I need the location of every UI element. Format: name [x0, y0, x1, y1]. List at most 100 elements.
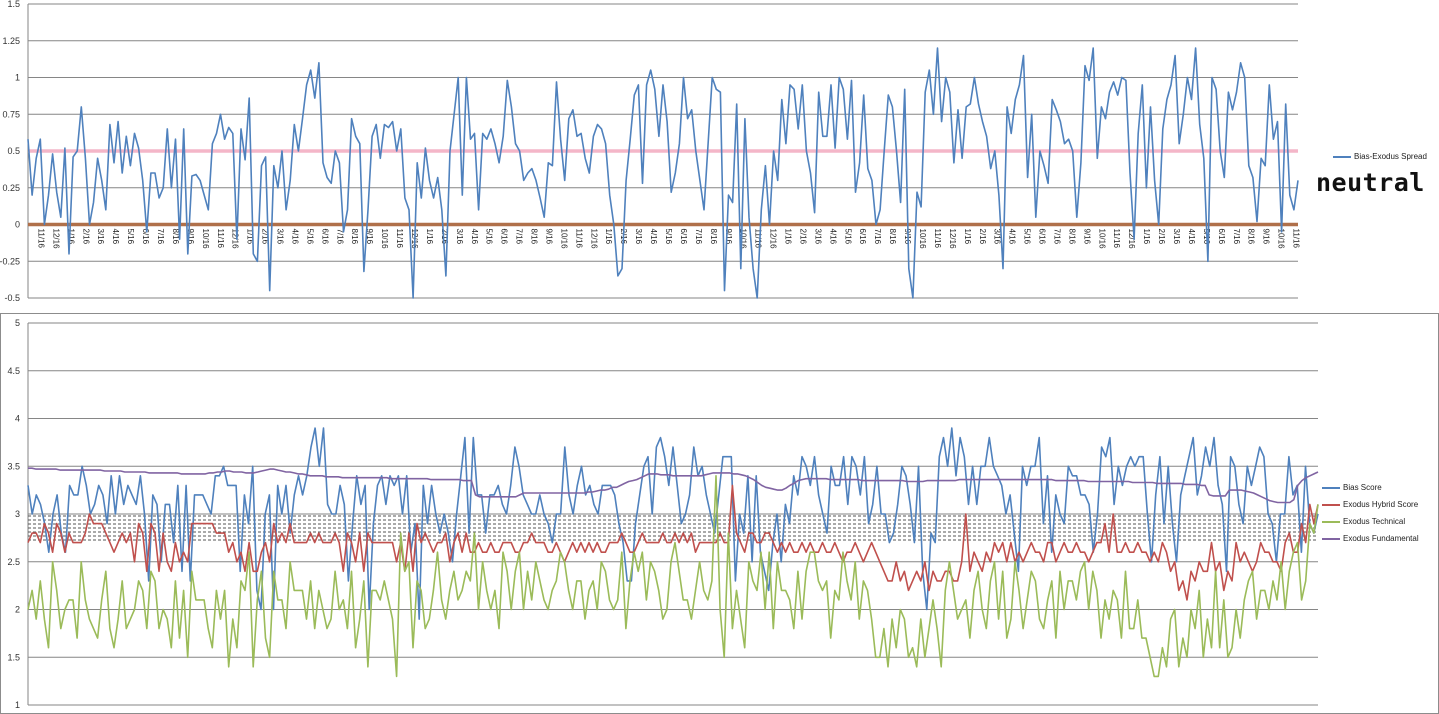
- legend-label-technical: Exodus Technical: [1343, 517, 1406, 526]
- x-tick-label: 6/16: [858, 229, 867, 245]
- x-tick-label: 11/16: [933, 229, 942, 249]
- x-tick-label: 10/16: [380, 229, 389, 250]
- x-tick-label: 2/16: [798, 229, 807, 245]
- legend-swatch-technical: [1322, 520, 1340, 523]
- x-tick-label: 4/16: [111, 229, 120, 245]
- x-tick-label: 5/16: [1023, 229, 1032, 245]
- x-tick-label: 7/16: [694, 229, 703, 245]
- x-tick-label: 12/16: [51, 229, 60, 250]
- x-tick-label: 12/16: [1127, 229, 1136, 250]
- series-line-exodus-fundamental: [28, 467, 1319, 504]
- x-tick-label: 3/16: [455, 229, 464, 245]
- x-tick-label: 8/16: [888, 229, 897, 245]
- legend-label-hybrid: Exodus Hybrid Score: [1343, 500, 1419, 509]
- x-tick-label: 2/16: [81, 229, 90, 245]
- y-tick-label: 5: [15, 318, 20, 328]
- legend-label-bias-score: Bias Score: [1343, 483, 1382, 492]
- y-tick-label: 3.5: [7, 461, 20, 471]
- y-tick-label: 0: [15, 220, 20, 230]
- y-tick-label: 4: [15, 414, 20, 424]
- x-tick-label: 9/16: [365, 229, 374, 245]
- y-tick-label: 1: [15, 700, 20, 710]
- y-tick-label: 2: [15, 605, 20, 615]
- x-tick-label: 3/16: [993, 229, 1002, 245]
- x-tick-label: 4/16: [1187, 229, 1196, 245]
- legend-swatch-fundamental: [1322, 537, 1340, 540]
- x-tick-label: 2/16: [978, 229, 987, 245]
- series-line-bias-exodus-spread: [27, 47, 1299, 299]
- x-tick-label: 1/16: [1142, 229, 1151, 245]
- y-tick-label: 2.5: [7, 557, 20, 567]
- x-tick-label: 9/16: [544, 229, 553, 245]
- y-tick-label: 1.5: [7, 0, 20, 9]
- x-tick-label: 7/16: [515, 229, 524, 245]
- y-tick-label: 1.5: [7, 652, 20, 662]
- x-tick-label: 5/16: [843, 229, 852, 245]
- x-tick-label: 5/16: [485, 229, 494, 245]
- x-tick-label: 12/16: [769, 229, 778, 250]
- legend-label-fundamental: Exodus Fundamental: [1343, 534, 1419, 543]
- x-tick-label: 11/16: [574, 229, 583, 249]
- spread-legend: Bias-Exodus Spread: [1333, 148, 1427, 165]
- legend-swatch-hybrid: [1322, 503, 1340, 506]
- x-tick-label: 11/16: [36, 229, 45, 249]
- x-tick-label: 4/16: [1008, 229, 1017, 245]
- legend-item-bias-score: Bias Score: [1322, 479, 1419, 496]
- x-tick-label: 10/16: [1277, 229, 1286, 250]
- x-tick-label: 1/16: [784, 229, 793, 245]
- x-tick-label: 3/16: [813, 229, 822, 245]
- x-tick-label: 8/16: [1247, 229, 1256, 245]
- x-tick-label: 6/16: [679, 229, 688, 245]
- x-tick-label: 5/16: [664, 229, 673, 245]
- spread-chart: -0.5 -0.25 0 0.25 0.5 0.75 1 1.25 1.5 11/16 12/16 1…: [0, 0, 1301, 303]
- x-tick-label: 10/16: [201, 229, 210, 250]
- series-line-exodus-technical: [27, 475, 1319, 678]
- x-tick-label: 7/16: [873, 229, 882, 245]
- legend-item-spread: Bias-Exodus Spread: [1333, 148, 1427, 165]
- y-tick-label: 0.5: [7, 146, 20, 156]
- y-tick-label: -0.5: [4, 293, 20, 303]
- legend-item-technical: Exodus Technical: [1322, 513, 1419, 530]
- x-tick-label: 2/16: [440, 229, 449, 245]
- x-tick-label: 11/16: [216, 229, 225, 249]
- y-tick-label: 0.25: [2, 183, 20, 193]
- status-label: neutral: [1316, 168, 1425, 197]
- x-tick-label: 11/16: [754, 229, 763, 249]
- series-line-bias-score: [27, 427, 1319, 620]
- x-tick-label: 12/16: [231, 229, 240, 250]
- x-tick-label: 9/16: [1082, 229, 1091, 245]
- y-tick-label: 1: [15, 73, 20, 83]
- x-tick-label: 1/16: [963, 229, 972, 245]
- x-tick-label: 1/16: [66, 229, 75, 245]
- x-tick-label: 8/16: [171, 229, 180, 245]
- x-tick-label: 7/16: [335, 229, 344, 245]
- x-tick-label: 4/16: [470, 229, 479, 245]
- x-tick-label: 11/16: [1292, 229, 1301, 249]
- x-tick-label: 1/16: [425, 229, 434, 245]
- y-tick-label: 1.25: [2, 36, 20, 46]
- x-tick-label: 9/16: [186, 229, 195, 245]
- x-tick-label: 6/16: [1217, 229, 1226, 245]
- y-tick-label: 0.75: [2, 109, 20, 119]
- x-tick-label: 12/16: [589, 229, 598, 250]
- y-tick-label: 4.5: [7, 366, 20, 376]
- x-tick-label: 2/16: [261, 229, 270, 245]
- x-tick-label: 9/16: [724, 229, 733, 245]
- x-tick-label: 7/16: [156, 229, 165, 245]
- x-tick-label: 1/16: [604, 229, 613, 245]
- x-tick-label: 5/16: [305, 229, 314, 245]
- x-tick-label: 6/16: [320, 229, 329, 245]
- x-tick-label: 1/16: [246, 229, 255, 245]
- scores-legend: Bias Score Exodus Hybrid Score Exodus Te…: [1322, 479, 1419, 547]
- x-tick-label: 3/16: [1172, 229, 1181, 245]
- x-tick-label: 4/16: [290, 229, 299, 245]
- x-tick-label: 2/16: [1157, 229, 1166, 245]
- series-line-exodus-hybrid-score: [27, 484, 1319, 601]
- x-tick-label: 6/16: [500, 229, 509, 245]
- legend-item-fundamental: Exodus Fundamental: [1322, 530, 1419, 547]
- x-tick-label: 4/16: [828, 229, 837, 245]
- x-tick-label: 4/16: [649, 229, 658, 245]
- x-tick-label: 5/16: [126, 229, 135, 245]
- x-tick-label: 8/16: [1067, 229, 1076, 245]
- legend-label-spread: Bias-Exodus Spread: [1354, 152, 1427, 161]
